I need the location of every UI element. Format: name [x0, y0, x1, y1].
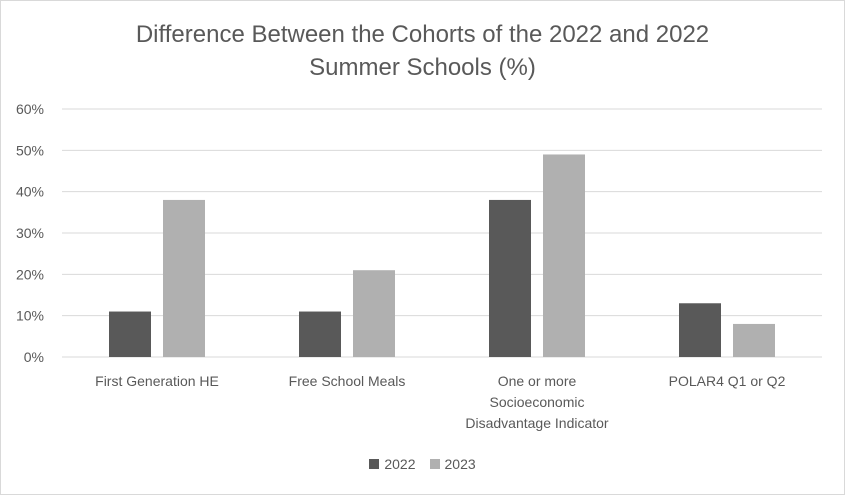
bar-2023	[353, 270, 395, 357]
bar-2022	[299, 311, 341, 357]
chart-title: Difference Between the Cohorts of the 20…	[0, 18, 845, 84]
legend-label-2023: 2023	[444, 456, 476, 472]
y-tick-label: 20%	[16, 266, 44, 282]
y-tick-label: 0%	[24, 349, 44, 365]
y-tick-label: 30%	[16, 225, 44, 241]
legend-item-2022: 2022	[369, 456, 416, 472]
x-tick-label: POLAR4 Q1 or Q2	[669, 373, 786, 389]
chart-title-line-1: Difference Between the Cohorts of the 20…	[135, 21, 710, 48]
x-tick-label: One or more	[498, 373, 577, 389]
y-tick-label: 60%	[16, 101, 44, 117]
y-tick-label: 10%	[16, 308, 44, 324]
x-tick-label: First Generation HE	[95, 373, 219, 389]
bar-2022	[489, 199, 531, 357]
bar-2022	[679, 303, 721, 357]
bar-2022	[109, 311, 151, 357]
bar-2023	[733, 323, 775, 357]
legend-item-2023: 2023	[429, 456, 476, 472]
legend-swatch-2023	[429, 459, 440, 469]
x-tick-label: Disadvantage Indicator	[465, 415, 609, 431]
bar-2023	[543, 154, 585, 357]
bar-2023	[163, 199, 205, 357]
legend-label-2022: 2022	[384, 456, 416, 472]
y-tick-label: 50%	[16, 142, 44, 158]
chart-title-line-2: Summer Schools (%)	[309, 54, 536, 81]
legend-swatch-2022	[369, 459, 380, 469]
y-tick-label: 40%	[16, 184, 44, 200]
x-tick-label: Socioeconomic	[490, 394, 585, 410]
x-tick-label: Free School Meals	[289, 373, 406, 389]
legend: 2022 2023	[0, 456, 845, 472]
